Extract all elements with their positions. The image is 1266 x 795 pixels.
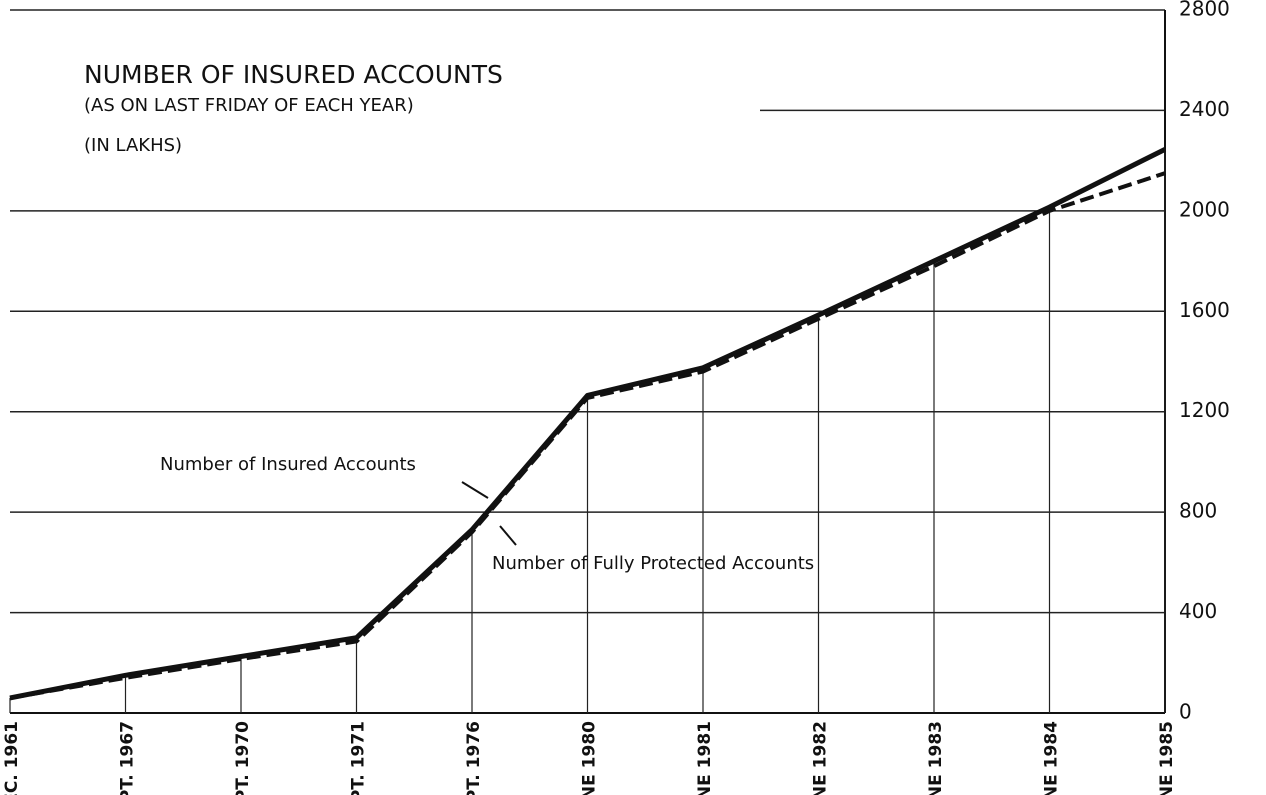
- annotation: Number of Insured Accounts: [160, 454, 416, 475]
- x-tick-label: SEPT. 1971: [349, 721, 369, 795]
- x-tick-label: JUNE 1980: [580, 721, 600, 795]
- x-tick-label: SEPT. 1967: [118, 721, 138, 795]
- chart-subtitle: (AS ON LAST FRIDAY OF EACH YEAR): [84, 95, 414, 116]
- x-tick-label: JUNE 1981: [695, 721, 715, 795]
- unit-label: (IN LAKHS): [84, 135, 182, 156]
- x-tick-label: JUNE 1985: [1157, 721, 1177, 795]
- y-tick-label: 800: [1179, 499, 1217, 523]
- y-tick-label: 2400: [1179, 97, 1230, 121]
- x-tick-label: JUNE 1982: [811, 721, 831, 795]
- y-tick-label: 1600: [1179, 298, 1230, 322]
- y-tick-label: 2000: [1179, 197, 1230, 221]
- y-tick-label: 1200: [1179, 398, 1230, 422]
- y-tick-label: 0: [1179, 700, 1192, 724]
- annotation: Number of Fully Protected Accounts: [492, 553, 814, 574]
- x-tick-label: SEPT. 1976: [464, 721, 484, 795]
- x-tick-label: JUNE 1983: [926, 721, 946, 795]
- y-tick-label: 400: [1179, 599, 1217, 623]
- annotation-pointer: [499, 525, 517, 546]
- annotation-pointer: [461, 481, 489, 499]
- x-tick-label: SEPT. 1970: [233, 721, 253, 795]
- chart-title: NUMBER OF INSURED ACCOUNTS: [84, 60, 503, 89]
- x-tick-label: DEC. 1961: [2, 721, 22, 795]
- y-tick-label: 2800: [1179, 0, 1230, 21]
- series-line: [9, 147, 1167, 701]
- x-tick-label: JUNE 1984: [1042, 721, 1062, 795]
- series-line: [9, 171, 1166, 700]
